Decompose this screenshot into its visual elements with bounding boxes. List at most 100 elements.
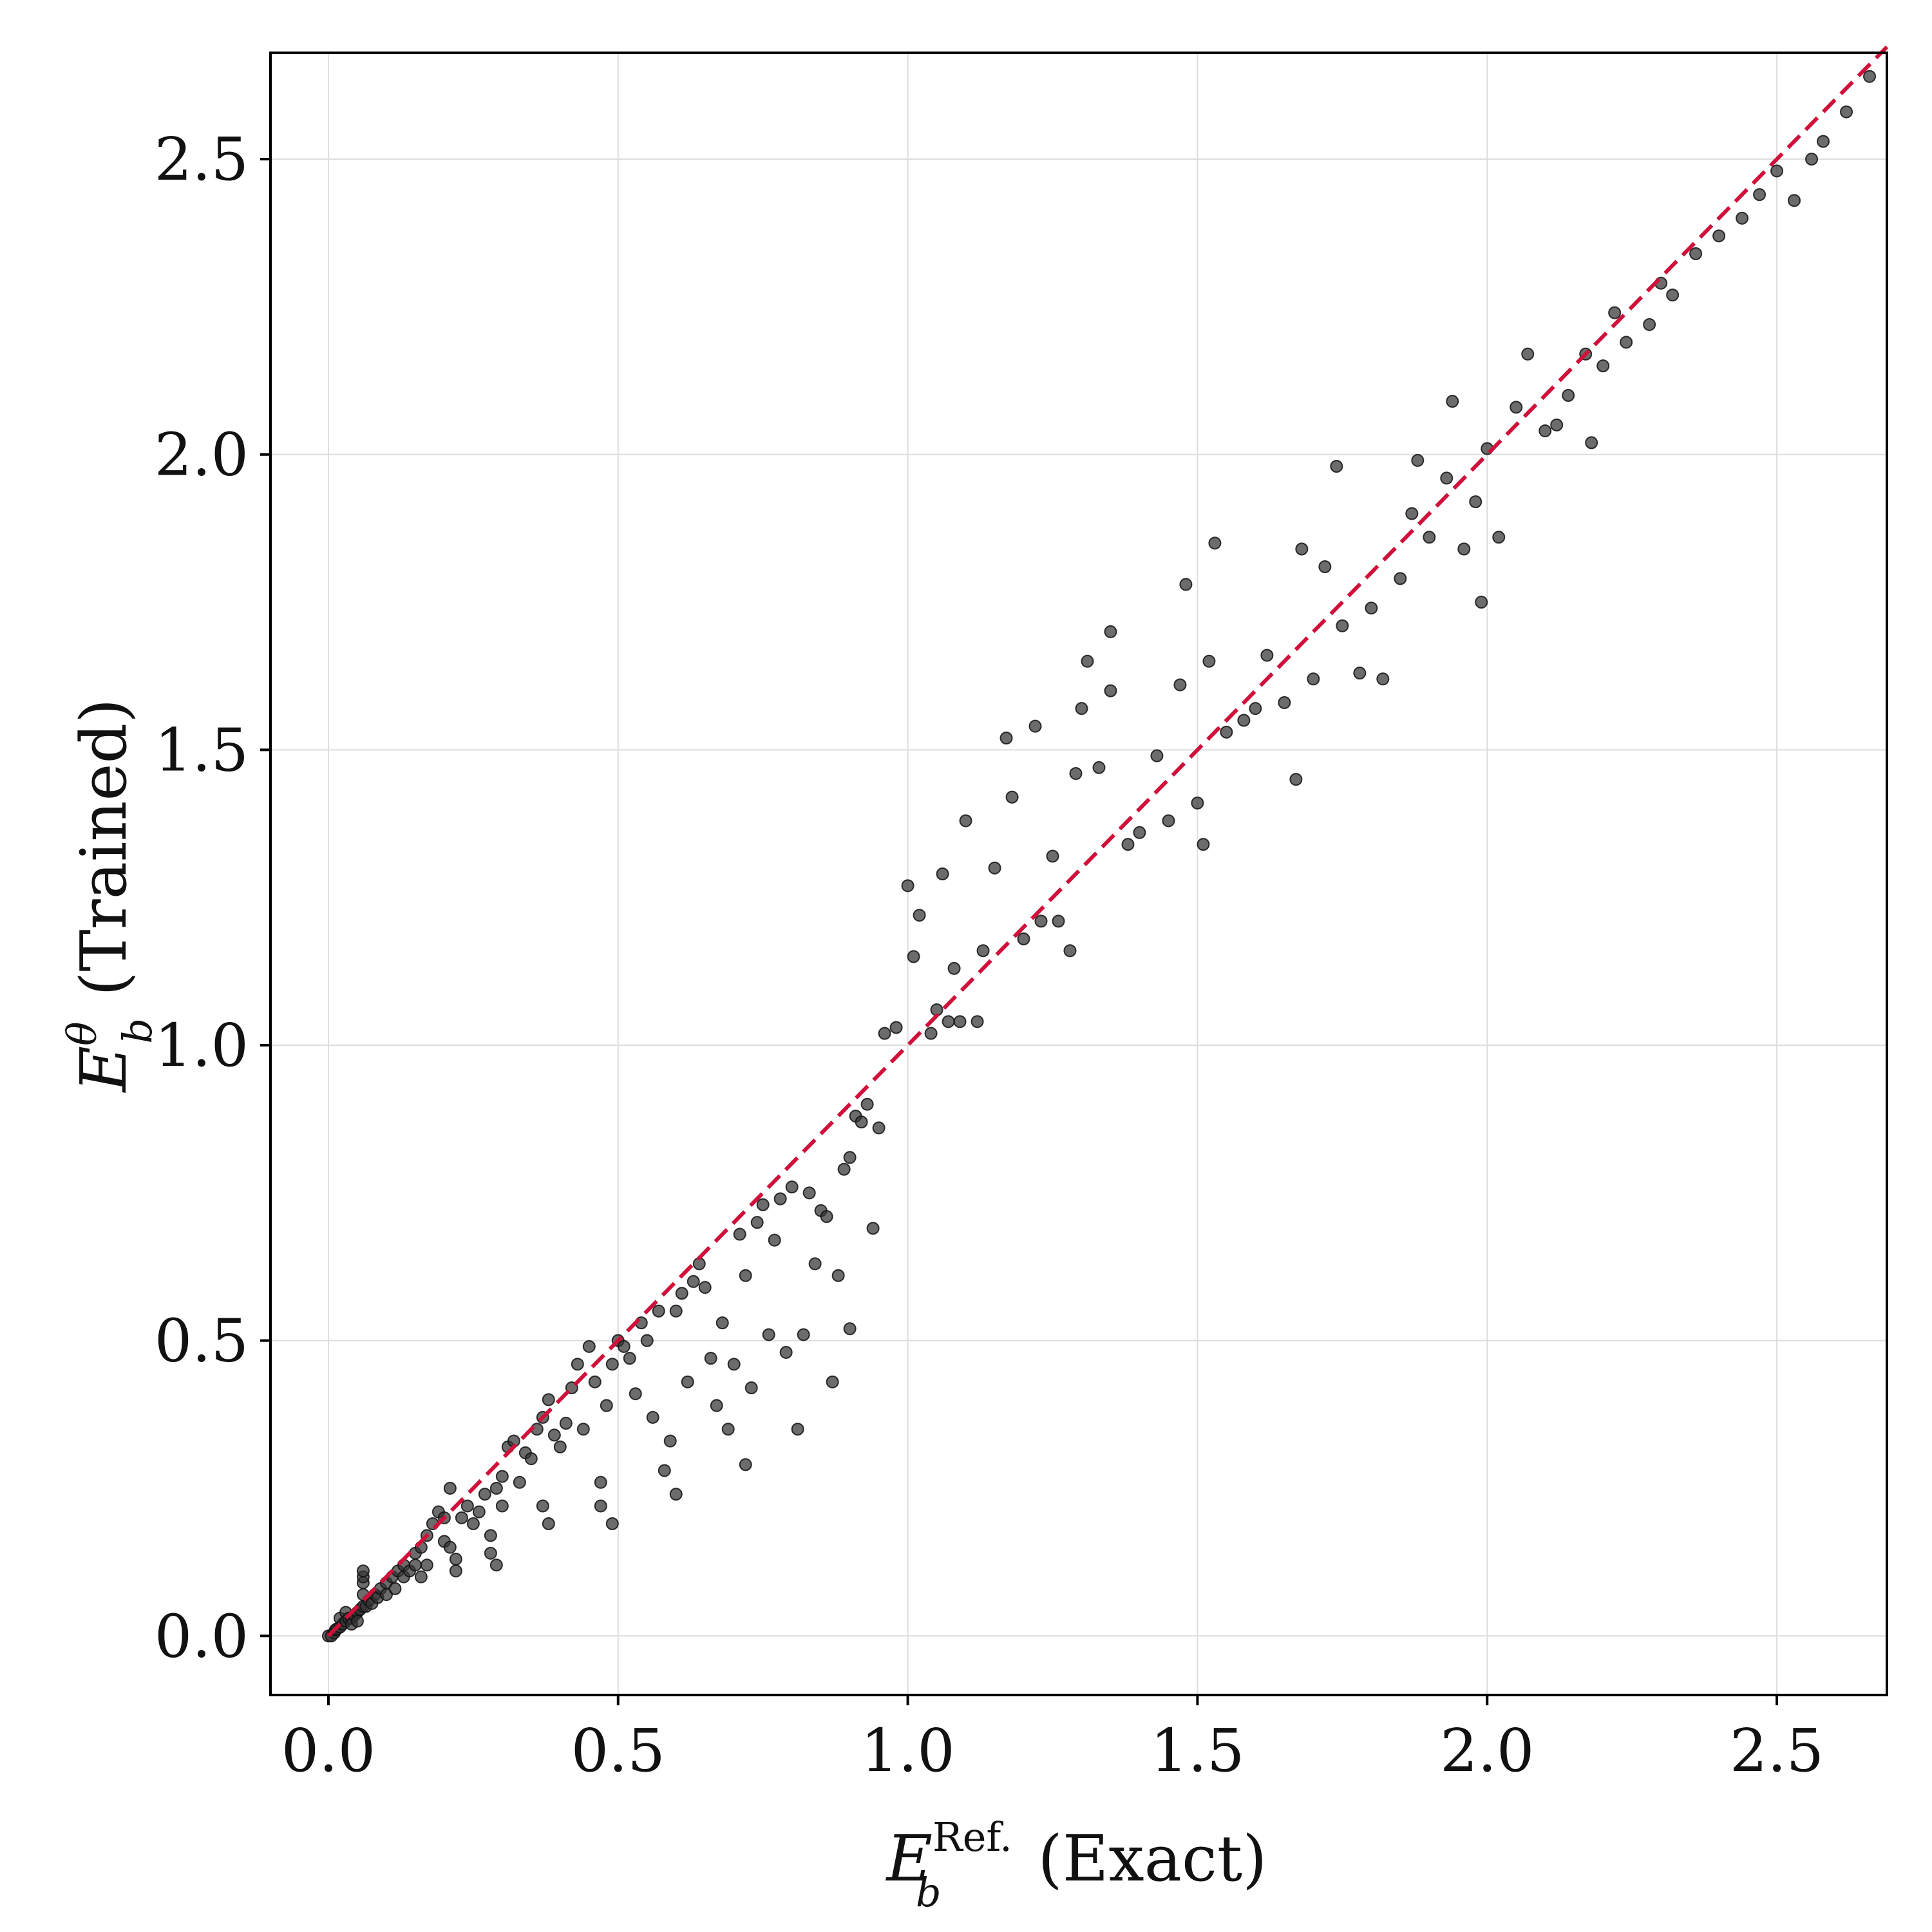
data-point bbox=[472, 1505, 486, 1519]
data-point bbox=[913, 909, 926, 922]
data-point bbox=[768, 1233, 781, 1247]
data-point bbox=[605, 1517, 619, 1530]
x-tick-label: 0.5 bbox=[571, 1716, 665, 1785]
y-axis-label: Eθ b (Trained) bbox=[59, 699, 161, 1094]
data-point bbox=[669, 1488, 683, 1501]
data-point bbox=[1562, 389, 1575, 402]
data-point bbox=[1179, 578, 1193, 591]
data-point bbox=[1457, 542, 1471, 556]
y-axis-label-sub: b bbox=[114, 1018, 161, 1044]
data-point bbox=[571, 1358, 584, 1371]
data-point bbox=[1736, 211, 1749, 225]
data-point bbox=[582, 1340, 596, 1353]
data-point bbox=[710, 1399, 723, 1412]
data-point bbox=[1423, 531, 1436, 544]
data-point bbox=[721, 1423, 735, 1436]
data-point bbox=[489, 1481, 503, 1495]
data-point bbox=[478, 1488, 491, 1501]
data-point bbox=[1840, 105, 1853, 118]
reference-line bbox=[327, 45, 1889, 1638]
data-point bbox=[1608, 306, 1622, 319]
data-point bbox=[756, 1198, 770, 1211]
data-point bbox=[1133, 826, 1146, 839]
data-point bbox=[1620, 336, 1633, 349]
data-point bbox=[524, 1452, 538, 1466]
data-point bbox=[1104, 625, 1117, 638]
data-point bbox=[1237, 714, 1251, 727]
data-point bbox=[1770, 164, 1784, 178]
data-point bbox=[600, 1399, 613, 1412]
data-point bbox=[779, 1345, 793, 1359]
data-point bbox=[576, 1423, 590, 1436]
data-point bbox=[785, 1180, 799, 1194]
data-point bbox=[536, 1499, 549, 1513]
data-point bbox=[901, 879, 914, 893]
data-point bbox=[1475, 596, 1488, 609]
data-point bbox=[1643, 317, 1656, 331]
data-point bbox=[663, 1434, 677, 1448]
y-tick-label: 0.0 bbox=[155, 1602, 249, 1671]
data-point bbox=[1376, 672, 1390, 686]
data-point bbox=[594, 1475, 607, 1489]
data-point bbox=[460, 1499, 474, 1513]
data-point bbox=[855, 1115, 868, 1129]
data-points bbox=[321, 70, 1877, 1643]
data-point bbox=[843, 1151, 857, 1164]
data-point bbox=[1318, 560, 1332, 574]
data-point bbox=[739, 1458, 752, 1472]
data-point bbox=[1440, 471, 1454, 485]
data-point bbox=[843, 1322, 857, 1336]
data-point bbox=[733, 1227, 746, 1241]
data-point bbox=[617, 1340, 630, 1353]
data-point bbox=[605, 1358, 619, 1371]
data-point bbox=[1353, 667, 1367, 680]
data-point bbox=[1150, 749, 1164, 762]
data-point bbox=[959, 814, 972, 828]
data-point bbox=[1278, 696, 1291, 709]
data-point bbox=[513, 1475, 526, 1489]
y-tick-label: 2.0 bbox=[155, 421, 249, 489]
data-point bbox=[1788, 194, 1801, 207]
y-axis-ticks: 0.0 0.5 1.0 1.5 2.0 2.5 bbox=[155, 125, 270, 1671]
data-point bbox=[449, 1553, 462, 1566]
x-axis-label-text: (Exact) bbox=[1038, 1823, 1267, 1896]
data-point bbox=[936, 867, 949, 880]
data-point bbox=[1046, 849, 1059, 863]
data-point bbox=[565, 1381, 578, 1395]
data-point bbox=[1411, 453, 1425, 467]
data-point bbox=[1817, 135, 1830, 148]
data-point bbox=[715, 1316, 729, 1330]
data-point bbox=[831, 1269, 845, 1282]
data-point bbox=[640, 1334, 654, 1347]
y-axis-label-text: (Trained) bbox=[68, 699, 141, 996]
data-point bbox=[739, 1269, 752, 1282]
data-point bbox=[1081, 654, 1094, 668]
data-point bbox=[449, 1564, 462, 1578]
data-point bbox=[1069, 767, 1083, 781]
x-tick-label: 0.0 bbox=[281, 1716, 375, 1785]
data-point bbox=[878, 1027, 891, 1040]
data-point bbox=[681, 1375, 694, 1388]
data-point bbox=[791, 1423, 804, 1436]
data-point bbox=[388, 1582, 402, 1595]
x-tick-label: 1.0 bbox=[860, 1716, 954, 1785]
data-point bbox=[1394, 572, 1407, 585]
data-point bbox=[1469, 495, 1482, 509]
data-point bbox=[727, 1358, 741, 1371]
data-point bbox=[379, 1588, 393, 1602]
data-point bbox=[860, 1097, 874, 1111]
data-point bbox=[1805, 153, 1819, 166]
data-point bbox=[588, 1375, 601, 1388]
data-point bbox=[971, 1015, 984, 1028]
data-point bbox=[675, 1287, 688, 1300]
y-tick-label: 1.0 bbox=[155, 1011, 249, 1080]
data-point bbox=[542, 1393, 555, 1406]
data-point bbox=[762, 1328, 775, 1341]
data-point bbox=[942, 1015, 955, 1028]
data-point bbox=[646, 1410, 659, 1424]
data-point bbox=[1202, 654, 1216, 668]
y-axis-label-base: E bbox=[68, 1046, 141, 1094]
data-point bbox=[924, 1027, 938, 1040]
data-point bbox=[1289, 773, 1303, 786]
